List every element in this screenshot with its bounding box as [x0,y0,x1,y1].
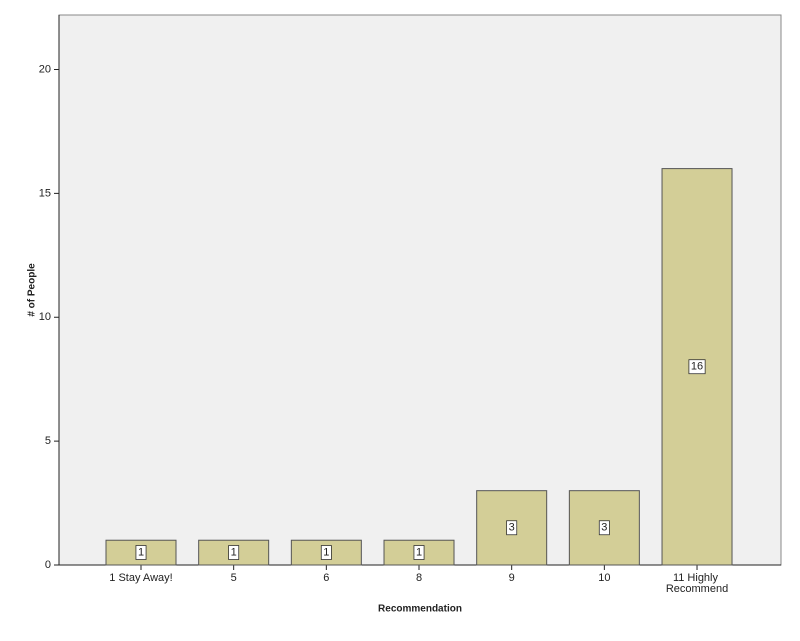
y-tick-label: 15 [39,187,51,199]
value-label: 1 [231,547,237,559]
value-label: 1 [416,547,422,559]
bar [568,490,640,566]
y-tick-label: 0 [45,559,51,571]
x-tick-label: 10 [598,572,610,584]
y-tick-label: 5 [45,435,51,447]
value-label-box [688,359,706,375]
x-tick-label: 8 [416,572,422,584]
x-tick-label: 9 [509,572,515,584]
value-label: 1 [323,547,329,559]
value-label-box [135,545,147,560]
x-tick-label: 5 [231,572,237,584]
value-label-box [598,520,610,536]
value-label-box [320,545,332,560]
value-label: 3 [509,522,515,534]
value-label-box [413,545,425,560]
plot-area [58,14,782,566]
value-label: 16 [691,361,703,373]
y-tick-label: 20 [39,63,51,75]
y-axis-label: # of People [27,263,38,317]
x-tick-label: 1 Stay Away! [109,572,172,584]
y-tick-label: 10 [39,311,51,323]
x-axis-label: Recommendation [378,604,462,615]
x-tick-label: 6 [323,572,329,584]
value-label: 1 [138,547,144,559]
value-label-box [228,545,240,560]
value-label: 3 [601,522,607,534]
bar [290,539,362,566]
value-label-box [506,520,518,536]
x-tick-label: 11 Highly Recommend [666,572,728,595]
